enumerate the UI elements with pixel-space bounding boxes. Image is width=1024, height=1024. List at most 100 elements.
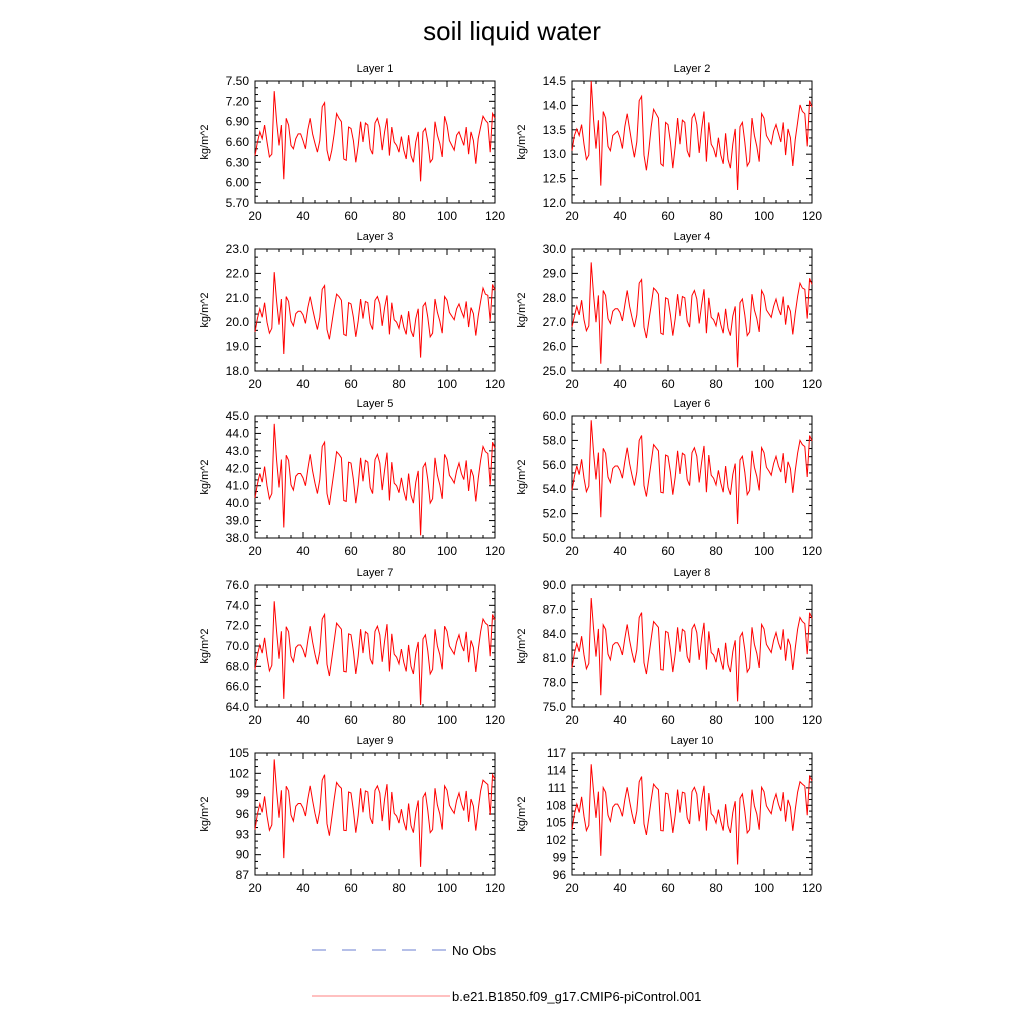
y-axis-label: kg/m^2 — [516, 292, 528, 327]
model-series-line — [571, 420, 813, 524]
plot-frame — [571, 248, 813, 372]
x-tick-label: 60 — [344, 881, 358, 895]
x-tick-label: 60 — [661, 713, 675, 727]
x-tick-label: 80 — [709, 881, 723, 895]
x-tick-label: 60 — [661, 209, 675, 223]
y-tick-label: 18.0 — [226, 364, 250, 378]
x-tick-label: 80 — [392, 881, 406, 895]
y-tick-label: 96 — [236, 807, 250, 821]
plot-frame — [254, 415, 496, 539]
y-tick-label: 90 — [236, 848, 250, 862]
y-tick-label: 5.70 — [226, 196, 250, 210]
y-tick-label: 44.0 — [226, 426, 250, 440]
y-tick-label: 66.0 — [226, 680, 250, 694]
y-tick-label: 39.0 — [226, 514, 250, 528]
panel-title: Layer 3 — [357, 231, 394, 243]
y-tick-label: 30.0 — [543, 242, 567, 256]
y-tick-label: 19.0 — [226, 340, 250, 354]
panels: Layer 1 20 40 60 80 100 120 5.70 6.00 6.30 6.60 6.9… — [199, 63, 822, 895]
model-series-line — [571, 80, 813, 190]
x-tick-label: 120 — [485, 713, 505, 727]
y-tick-label: 20.0 — [226, 315, 250, 329]
y-tick-label: 81.0 — [543, 651, 567, 665]
panel-layer-2: Layer 2 20 40 60 80 100 120 12.0 12.5 13.0 13.5 14.… — [516, 63, 822, 223]
model-series-line — [571, 764, 813, 865]
legend-model-label: b.e21.B1850.f09_g17.CMIP6-piControl.001 — [452, 989, 701, 1004]
x-tick-label: 40 — [296, 881, 310, 895]
model-series-line — [254, 601, 496, 705]
x-tick-label: 100 — [437, 209, 457, 223]
y-tick-label: 50.0 — [543, 531, 567, 545]
y-tick-label: 60.0 — [543, 409, 567, 423]
x-tick-label: 20 — [565, 377, 579, 391]
y-tick-label: 72.0 — [226, 619, 250, 633]
y-tick-label: 105 — [229, 746, 249, 760]
y-tick-label: 58.0 — [543, 433, 567, 447]
x-tick-label: 80 — [392, 713, 406, 727]
x-tick-label: 80 — [392, 377, 406, 391]
y-tick-label: 99 — [553, 851, 567, 865]
y-axis-label: kg/m^2 — [199, 124, 211, 159]
x-tick-label: 20 — [565, 209, 579, 223]
x-tick-label: 120 — [485, 209, 505, 223]
panel-layer-3: Layer 3 20 40 60 80 100 120 18.0 19.0 20.0 21.0 22.… — [199, 231, 505, 391]
model-series-line — [254, 759, 496, 867]
x-tick-label: 100 — [754, 881, 774, 895]
figure-title: soil liquid water — [423, 16, 601, 46]
plot-frame — [254, 584, 496, 708]
y-tick-label: 27.0 — [543, 315, 567, 329]
y-tick-label: 6.00 — [226, 176, 250, 190]
model-series-line — [571, 597, 813, 702]
y-tick-label: 76.0 — [226, 578, 250, 592]
x-tick-label: 20 — [565, 881, 579, 895]
y-axis-label: kg/m^2 — [199, 292, 211, 327]
x-tick-label: 20 — [565, 713, 579, 727]
y-tick-label: 78.0 — [543, 676, 567, 690]
panel-title: Layer 4 — [674, 231, 711, 243]
y-tick-label: 38.0 — [226, 531, 250, 545]
x-tick-label: 120 — [485, 544, 505, 558]
panel-title: Layer 9 — [357, 735, 394, 747]
x-tick-label: 120 — [802, 713, 822, 727]
x-tick-label: 120 — [802, 209, 822, 223]
x-tick-label: 120 — [802, 881, 822, 895]
x-tick-label: 100 — [754, 209, 774, 223]
y-tick-label: 40.0 — [226, 496, 250, 510]
y-tick-label: 13.5 — [543, 123, 567, 137]
x-tick-label: 100 — [754, 713, 774, 727]
x-tick-label: 80 — [709, 544, 723, 558]
y-axis-label: kg/m^2 — [516, 124, 528, 159]
y-tick-label: 41.0 — [226, 479, 250, 493]
x-tick-label: 100 — [754, 544, 774, 558]
model-series-line — [254, 91, 496, 182]
y-tick-label: 22.0 — [226, 266, 250, 280]
panel-layer-5: Layer 5 20 40 60 80 100 120 38.0 39.0 40.0 41.0 42.… — [199, 398, 505, 558]
x-tick-label: 80 — [392, 209, 406, 223]
x-tick-label: 40 — [296, 713, 310, 727]
y-tick-label: 102 — [229, 766, 249, 780]
x-tick-label: 80 — [709, 377, 723, 391]
y-tick-label: 87.0 — [543, 602, 567, 616]
model-series-line — [254, 272, 496, 358]
y-tick-label: 6.60 — [226, 135, 250, 149]
y-tick-label: 111 — [548, 781, 567, 795]
model-series-line — [254, 423, 496, 536]
y-tick-label: 96 — [553, 868, 567, 882]
x-tick-label: 40 — [613, 544, 627, 558]
y-tick-label: 14.0 — [543, 98, 567, 112]
y-tick-label: 12.0 — [543, 196, 567, 210]
x-tick-label: 120 — [485, 377, 505, 391]
x-tick-label: 60 — [661, 377, 675, 391]
y-tick-label: 99 — [236, 787, 250, 801]
y-tick-label: 13.0 — [543, 147, 567, 161]
x-tick-label: 60 — [661, 881, 675, 895]
x-tick-label: 60 — [344, 544, 358, 558]
x-tick-label: 40 — [296, 209, 310, 223]
y-axis-label: kg/m^2 — [516, 628, 528, 663]
y-tick-label: 45.0 — [226, 409, 250, 423]
x-tick-label: 80 — [709, 713, 723, 727]
y-tick-label: 26.0 — [543, 340, 567, 354]
y-tick-label: 75.0 — [543, 700, 567, 714]
y-tick-label: 21.0 — [226, 291, 250, 305]
